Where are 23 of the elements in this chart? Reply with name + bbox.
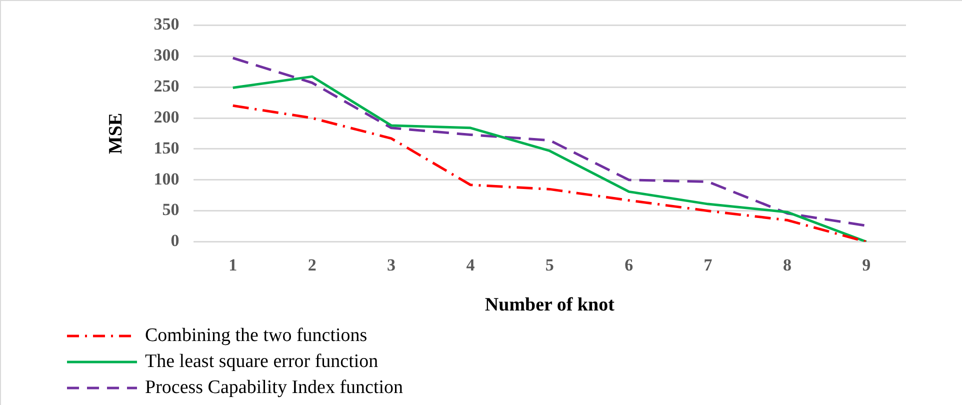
legend-label: Process Capability Index function bbox=[145, 376, 404, 400]
legend-label: Combining the two functions bbox=[145, 324, 368, 348]
y-tick-label: 200 bbox=[154, 107, 180, 126]
x-axis-title: Number of knot bbox=[484, 294, 616, 316]
y-tick-label: 250 bbox=[154, 76, 180, 96]
x-tick-label: 5 bbox=[545, 255, 554, 274]
x-tick-label: 7 bbox=[704, 255, 713, 274]
y-tick-label: 150 bbox=[154, 138, 180, 158]
legend-label: The least square error function bbox=[145, 350, 378, 374]
y-tick-label: 350 bbox=[154, 14, 180, 34]
y-axis-title: MSE bbox=[105, 112, 126, 154]
x-tick-label: 1 bbox=[228, 255, 238, 274]
y-tick-label: 100 bbox=[154, 169, 180, 188]
x-tick-label: 8 bbox=[782, 255, 792, 274]
x-tick-label: 9 bbox=[862, 255, 871, 274]
y-tick-label: 300 bbox=[154, 46, 180, 65]
x-tick-label: 2 bbox=[308, 255, 316, 274]
x-tick-label: 4 bbox=[466, 255, 476, 274]
line-series bbox=[232, 104, 868, 242]
x-tick-label: 3 bbox=[387, 255, 396, 274]
x-tick-label: 6 bbox=[624, 255, 634, 274]
y-tick-label: 50 bbox=[162, 200, 180, 220]
y-tick-label: 0 bbox=[170, 231, 180, 250]
